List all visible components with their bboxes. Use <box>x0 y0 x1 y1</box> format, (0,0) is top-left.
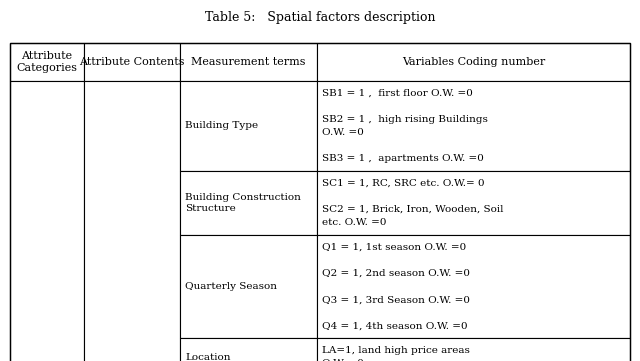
Text: Q1 = 1, 1st season O.W. =0: Q1 = 1, 1st season O.W. =0 <box>322 243 467 252</box>
Text: SB3 = 1 ,  apartments O.W. =0: SB3 = 1 , apartments O.W. =0 <box>322 155 484 164</box>
Text: Attribute Contents: Attribute Contents <box>79 57 185 67</box>
Text: Variables Coding number: Variables Coding number <box>402 57 545 67</box>
Text: O.W. =0: O.W. =0 <box>322 359 364 361</box>
Text: O.W. =0: O.W. =0 <box>322 128 364 137</box>
Text: etc. O.W. =0: etc. O.W. =0 <box>322 218 387 227</box>
Text: Q3 = 1, 3rd Season O.W. =0: Q3 = 1, 3rd Season O.W. =0 <box>322 295 470 304</box>
Text: SB2 = 1 ,  high rising Buildings: SB2 = 1 , high rising Buildings <box>322 115 488 124</box>
Text: Measurement terms: Measurement terms <box>191 57 306 67</box>
Text: SB1 = 1 ,  first floor O.W. =0: SB1 = 1 , first floor O.W. =0 <box>322 88 473 97</box>
Text: Q2 = 1, 2nd season O.W. =0: Q2 = 1, 2nd season O.W. =0 <box>322 269 470 278</box>
Text: Q4 = 1, 4th season O.W. =0: Q4 = 1, 4th season O.W. =0 <box>322 322 468 331</box>
Text: Attribute
Categories: Attribute Categories <box>17 51 77 73</box>
Text: SC2 = 1, Brick, Iron, Wooden, Soil: SC2 = 1, Brick, Iron, Wooden, Soil <box>322 205 504 214</box>
Text: Building Type: Building Type <box>186 121 259 130</box>
Text: Building Construction
Structure: Building Construction Structure <box>186 193 301 213</box>
Text: LA=1, land high price areas: LA=1, land high price areas <box>322 346 470 355</box>
Text: Quarterly Season: Quarterly Season <box>186 282 277 291</box>
Text: Location: Location <box>186 353 231 361</box>
Text: SC1 = 1, RC, SRC etc. O.W.= 0: SC1 = 1, RC, SRC etc. O.W.= 0 <box>322 179 484 188</box>
Text: Table 5:   Spatial factors description: Table 5: Spatial factors description <box>205 11 435 24</box>
